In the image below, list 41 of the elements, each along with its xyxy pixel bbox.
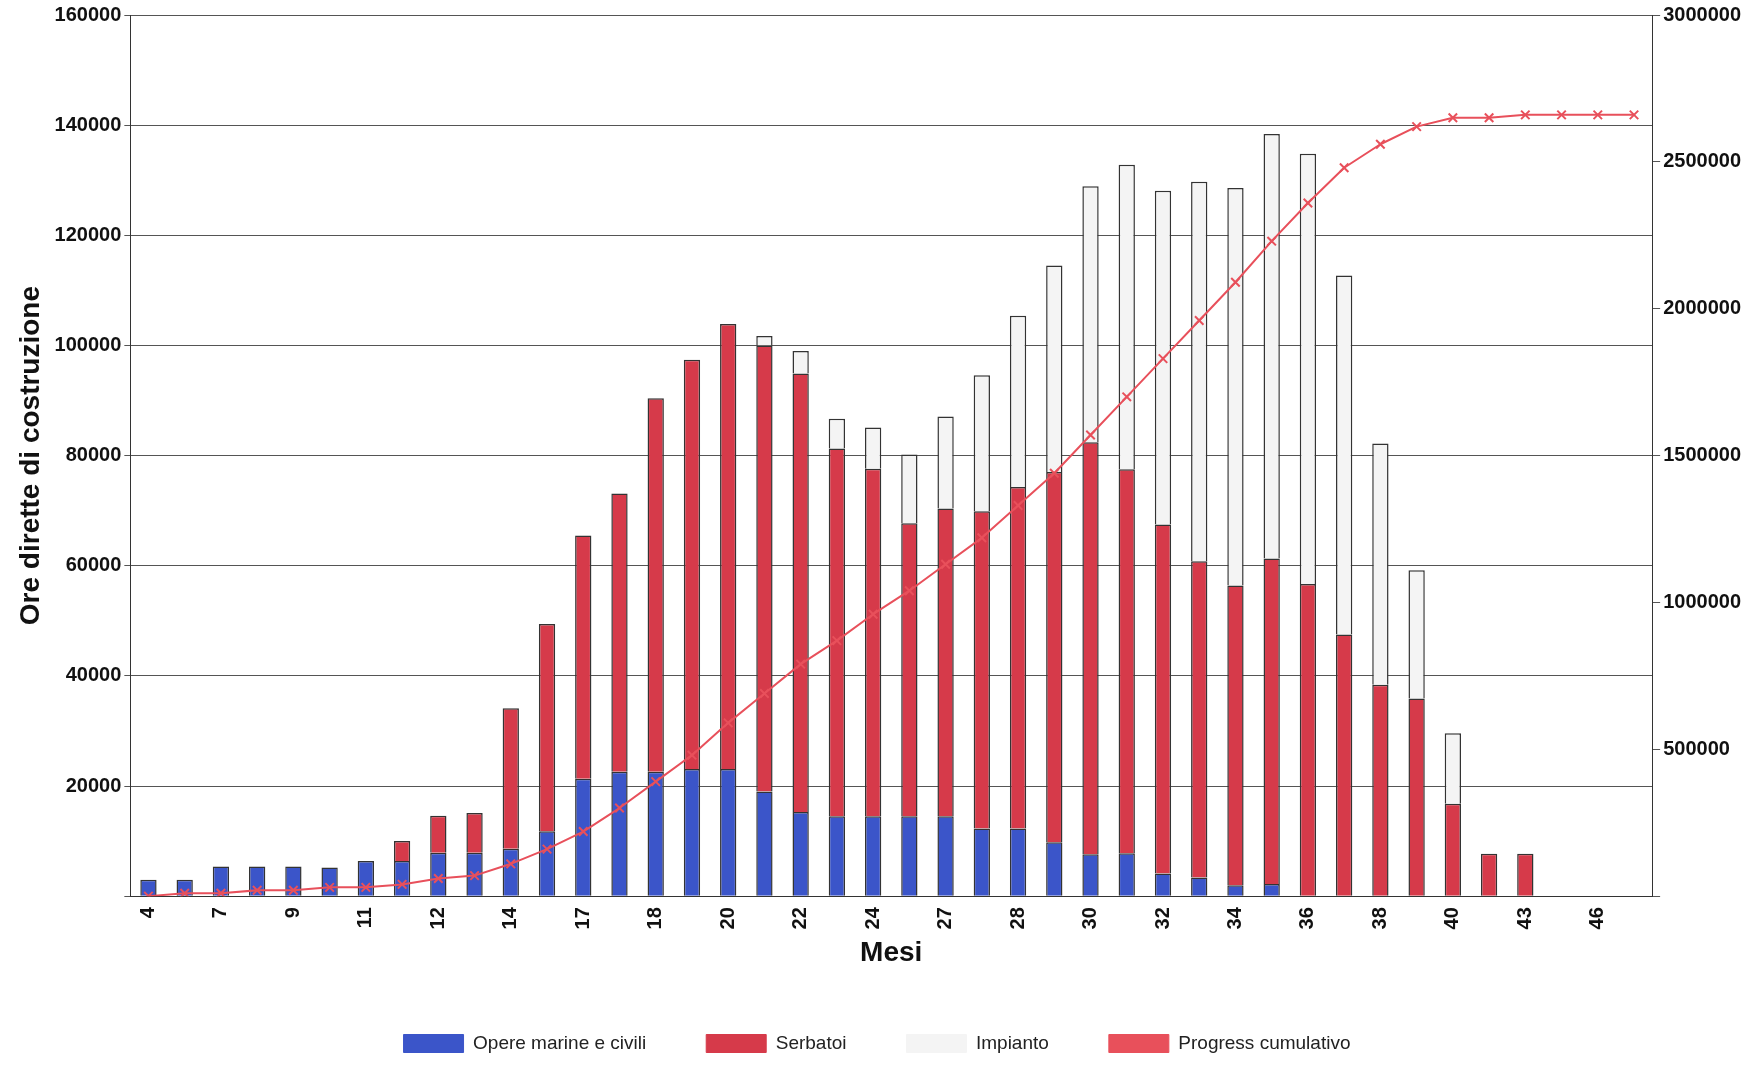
- x-tick-label: 24: [860, 906, 883, 930]
- legend-label: Impianto: [975, 1031, 1049, 1053]
- y-tick-label: 120000: [54, 222, 122, 245]
- y2-tick-label: 1500000: [1663, 443, 1742, 466]
- x-tick-label: 18: [643, 907, 666, 930]
- y-tick-label: 160000: [54, 2, 122, 25]
- x-tick-label: 22: [788, 907, 811, 930]
- y-axis-title: Ore dirette di costruzione: [13, 285, 45, 626]
- y-tick-label: 140000: [54, 112, 122, 135]
- x-tick-label: 9: [280, 907, 303, 919]
- x-tick-label: 30: [1078, 907, 1101, 930]
- x-tick-label: 28: [1005, 907, 1028, 930]
- y2-tick-label: 3000000: [1663, 2, 1742, 25]
- x-tick-label: 36: [1295, 907, 1318, 930]
- x-tick-label: 38: [1367, 907, 1390, 930]
- legend-label: Progress cumulativo: [1178, 1031, 1351, 1053]
- x-tick-label: 20: [715, 907, 738, 930]
- legend-label: Opere marine e civili: [473, 1031, 647, 1053]
- x-tick-label: 7: [208, 907, 231, 919]
- x-tick-label: 32: [1150, 907, 1173, 930]
- x-tick-label: 46: [1585, 907, 1608, 930]
- y2-tick-label: 1000000: [1663, 589, 1742, 612]
- x-tick-label: 34: [1222, 906, 1245, 930]
- x-axis-title: Mesi: [860, 935, 923, 967]
- y-tick-label: 20000: [65, 773, 122, 796]
- x-tick-label: 17: [570, 907, 593, 930]
- x-tick-label: 11: [353, 907, 376, 929]
- y-tick-label: 60000: [65, 553, 122, 576]
- x-tick-label: 4: [135, 906, 158, 919]
- y2-tick-label: 500000: [1663, 736, 1730, 759]
- x-tick-label: 27: [933, 907, 956, 930]
- y2-tick-label: 2000000: [1663, 296, 1742, 319]
- x-tick-label: 14: [498, 906, 521, 930]
- y-tick-label: 80000: [65, 443, 122, 466]
- y2-tick-label: 2500000: [1663, 149, 1742, 172]
- x-tick-label: 12: [425, 907, 448, 930]
- legend-label: Serbatoi: [775, 1031, 847, 1053]
- y-tick-label: 100000: [54, 332, 122, 355]
- y-tick-label: 40000: [65, 663, 122, 686]
- x-tick-label: 40: [1440, 907, 1463, 930]
- x-tick-label: 43: [1512, 907, 1535, 930]
